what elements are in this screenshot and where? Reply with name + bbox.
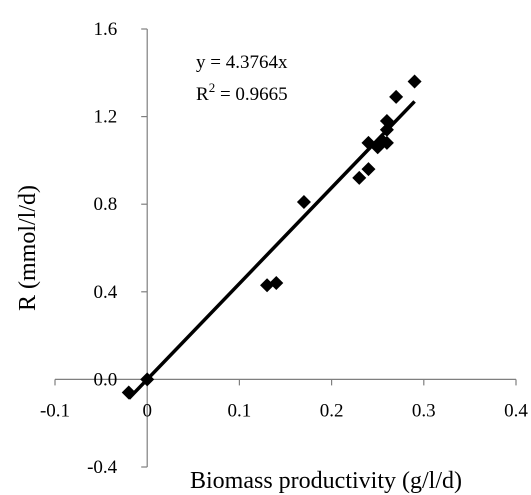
data-point: [407, 74, 422, 89]
x-axis-title: Biomass productivity (g/l/d): [190, 468, 462, 494]
data-point: [296, 195, 311, 210]
y-tick-label: 0.4: [93, 282, 117, 303]
data-point: [389, 89, 404, 104]
r2-superscript: 2: [209, 80, 216, 95]
data-point: [352, 170, 367, 185]
r2-prefix: R: [196, 84, 209, 105]
r2-suffix: = 0.9665: [215, 84, 287, 105]
y-tick-label: 1.2: [93, 107, 117, 128]
data-point: [379, 122, 394, 137]
data-point: [121, 385, 136, 400]
y-tick-label: -0.4: [87, 457, 118, 478]
x-tick-label: 0.1: [228, 400, 252, 421]
data-point: [361, 162, 376, 177]
tick-labels: -0.4 0.0 0.4 0.8 1.2 1.6 -0.1 0 0.1 0.2 0.3 0.4: [40, 19, 528, 478]
data-points: [121, 74, 422, 400]
y-tick-label: 0.0: [93, 369, 117, 390]
data-point: [260, 278, 275, 293]
trendline-r-squared: R2 = 0.9665: [196, 80, 288, 105]
axes: [54, 28, 517, 468]
data-point: [140, 372, 155, 387]
x-tick-label: -0.1: [40, 400, 70, 421]
x-tick-label: 0.4: [504, 400, 528, 421]
y-axis-title: R (mmol/l/d): [15, 185, 41, 311]
x-tick-label: 0.3: [412, 400, 436, 421]
trendline: [127, 100, 416, 400]
y-tick-label: 1.6: [93, 19, 117, 40]
trendline-group: [127, 100, 416, 400]
y-tick-label: 0.8: [93, 194, 117, 215]
x-tick-label: 0: [142, 400, 152, 421]
data-point: [269, 276, 284, 291]
data-point: [379, 113, 394, 128]
trendline-equation: y = 4.3764x: [196, 52, 288, 73]
data-point: [379, 135, 394, 150]
x-tick-label: 0.2: [320, 400, 344, 421]
